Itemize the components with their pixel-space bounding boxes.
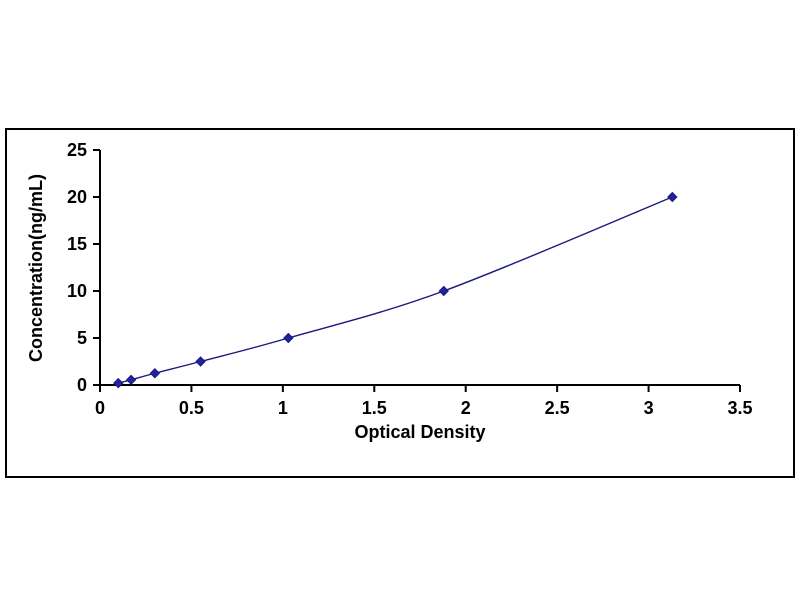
y-tick-label: 0 xyxy=(77,375,87,395)
x-tick-label: 0.5 xyxy=(179,398,204,418)
y-tick-label: 10 xyxy=(67,281,87,301)
axis-ticks: 0 0.5 1 1.5 2 2.5 3 3.5 0 5 10 15 20 25 xyxy=(67,140,753,418)
y-tick-label: 5 xyxy=(77,328,87,348)
x-axis-label: Optical Density xyxy=(354,422,485,442)
data-point-marker xyxy=(195,356,206,367)
data-point-marker xyxy=(438,285,449,297)
axes xyxy=(99,150,740,386)
y-axis-label: Concentration(ng/mL) xyxy=(26,174,46,362)
x-tick-label: 0 xyxy=(95,398,105,418)
x-tick-label: 1 xyxy=(278,398,288,418)
data-point-marker xyxy=(125,374,137,386)
x-tick-label: 1.5 xyxy=(362,398,387,418)
data-point-marker xyxy=(283,332,294,344)
y-tick-label: 25 xyxy=(67,140,87,160)
data-point-marker xyxy=(667,191,678,203)
x-tick-label: 2 xyxy=(461,398,471,418)
x-tick-label: 3 xyxy=(644,398,654,418)
data-point-marker xyxy=(149,368,161,379)
chart-border xyxy=(5,128,795,478)
y-tick-label: 20 xyxy=(67,187,87,207)
x-tick-label: 3.5 xyxy=(727,398,752,418)
x-tick-label: 2.5 xyxy=(545,398,570,418)
data-series xyxy=(113,191,678,389)
data-point-marker xyxy=(113,377,124,389)
y-tick-label: 15 xyxy=(67,234,87,254)
